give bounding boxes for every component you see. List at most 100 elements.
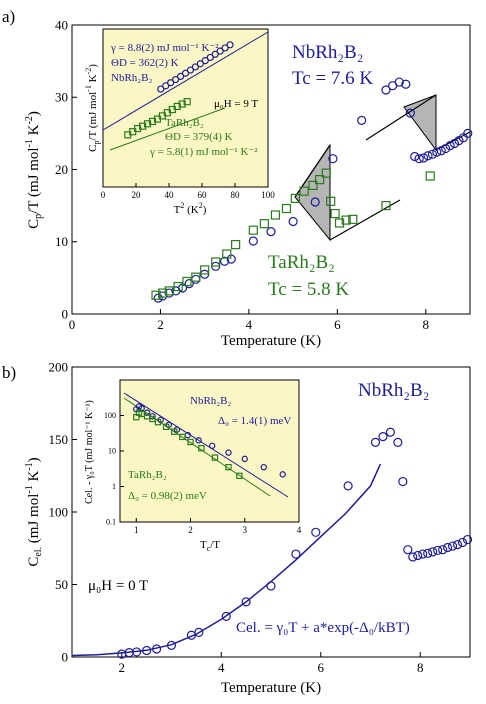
inset-a-nb-point [162, 82, 170, 90]
panel-a-inset-x-ticks: 0 20 40 60 80 100 [101, 183, 275, 200]
panel-a: a) 0 2 4 6 8 0 10 20 30 40 Temperature (K) Cp/T … [2, 7, 473, 349]
inset-a-field: μ₀H = 9 T [214, 98, 258, 110]
inset-a-ta-point [183, 98, 191, 106]
panel-a-inset-x-tick-label: 60 [198, 190, 208, 200]
panel-b-inset-x-tick-label: 2 [188, 525, 193, 535]
nb-data-point [357, 115, 367, 125]
inset-a-ta-point [148, 117, 157, 126]
inset-b-ta-point [162, 423, 170, 431]
panel-b-field-label: μ₀H = 0 T [88, 578, 148, 594]
panel-b-x-tick-label: 8 [417, 660, 424, 675]
inset-a-nb-point [201, 56, 209, 65]
panel-b-x-tick-label: 2 [119, 660, 126, 675]
panel-a-x-axis-label: Temperature (K) [221, 333, 321, 349]
ta-data-point [222, 249, 232, 259]
inset-b-nb-point [260, 463, 267, 471]
panel-b-inset-x-tick-label: 3 [243, 525, 248, 535]
inset-a-ta-fit-line [109, 107, 226, 151]
inset-b-nb-point [225, 449, 232, 456]
panel-b-inset-y-axis-label: Cel. - γ₀T (mJ mol⁻¹ K⁻¹) [84, 400, 95, 504]
nb-cel-data-point [142, 645, 152, 656]
ta-data-point [348, 214, 358, 224]
panel-b-label: b) [2, 363, 16, 382]
panel-b-inset-y-ticks: 100 10 1 0.1 [104, 411, 124, 527]
panel-a-y-tick-label: 30 [55, 90, 68, 105]
panel-a-inset-x-tick-label: 0 [101, 190, 106, 200]
panel-b-inset-y-tick-label: 100 [104, 411, 116, 420]
nb-data-point [248, 236, 258, 246]
nb-data-point [328, 154, 338, 164]
nb-cel-data-point [447, 541, 458, 551]
inset-b-ta-name: TaRh₂B₂ [128, 469, 167, 481]
nb-data-point [436, 146, 446, 156]
inset-b-ta-point [187, 438, 194, 446]
inset-b-ta-point [211, 454, 219, 461]
nb-cel-data-point [457, 537, 468, 548]
ta-data-point [200, 265, 210, 275]
panel-b-y-axis-label: Cel. (mJ mol-1 K-1) [24, 457, 44, 566]
inset-b-ta-point [171, 428, 178, 435]
panel-b-x-axis-label: Temperature (K) [221, 680, 321, 696]
inset-b-ta-point [149, 415, 156, 423]
nb-entropy-triangle [403, 94, 437, 152]
nb-data-point [394, 77, 404, 87]
ta-data-point [158, 288, 168, 298]
inset-a-nb-name: NbRh₂B₂ [111, 72, 152, 84]
nb-cel-data-point [221, 611, 231, 622]
inset-a-nb-fit-line [102, 31, 269, 131]
inset-b-ta-point [225, 463, 232, 471]
nb-data-point [432, 147, 442, 157]
nb-data-point [401, 79, 411, 89]
ta-normal-state-line [329, 199, 401, 241]
nb-cel-data-point [443, 542, 453, 553]
ta-data-point [182, 276, 192, 287]
ta-data-point [211, 257, 221, 267]
ta-data-point [321, 168, 331, 178]
panel-b-data-series [117, 427, 473, 659]
inset-a-nb-point [172, 75, 180, 84]
inset-a-nb-point [206, 53, 214, 62]
panel-b-inset-x-tick-label: 4 [297, 525, 302, 535]
nb-data-point [184, 279, 194, 289]
panel-a-ta-tc-label: Tc = 5.8 K [268, 279, 349, 300]
panel-b-y-tick-label: 100 [49, 504, 69, 519]
inset-b-nb-point [195, 437, 202, 444]
nb-data-point [445, 141, 455, 151]
ta-data-point [191, 272, 201, 282]
inset-b-nb-point [241, 455, 248, 463]
panel-b-x-tick-label: 6 [318, 660, 325, 675]
inset-a-ta-point [173, 102, 181, 111]
panel-a-y-ticks: 0 10 20 30 40 [55, 17, 77, 321]
nb-cel-data-point [311, 527, 321, 537]
panel-a-inset-x-tick-label: 20 [132, 190, 142, 200]
panel-b-inset-y-tick-label: 10 [108, 447, 116, 456]
panel-a-y-axis-label: Cp/T (mJ mol-1 K-2) [24, 111, 44, 229]
ta-data-point [290, 193, 300, 203]
inset-a-nb-point [221, 44, 229, 52]
panel-a-inset-frame [102, 28, 269, 188]
inset-b-nb-fit-line [123, 392, 289, 498]
inset-b-ta-fit-line [123, 397, 271, 497]
inset-a-nb-point [181, 69, 190, 77]
panel-a-x-tick-label: 8 [423, 317, 430, 332]
inset-a-nb-point [216, 47, 224, 55]
ta-data-point [231, 240, 241, 250]
inset-a-nb-point [226, 41, 234, 49]
nb-data-point [310, 197, 320, 207]
panel-b-x-ticks: 2 4 6 8 [119, 652, 424, 675]
panel-b-inset-data-series [133, 403, 286, 480]
nb-cel-data-point [413, 550, 423, 561]
nb-data-point [423, 151, 433, 161]
nb-data-point [219, 256, 230, 266]
nb-cel-data-point [408, 552, 418, 562]
inset-a-nb-gamma: γ = 8.8(2) mJ mol⁻¹ K⁻² [110, 42, 219, 54]
panel-a-nb-tc-label: Tc = 7.6 K [292, 68, 373, 89]
inset-a-ta-point [139, 122, 147, 130]
panel-b-inset-x-ticks: 1 2 3 4 [134, 518, 302, 535]
panel-b-inset-y-tick-label: 0.1 [106, 518, 116, 527]
nb-data-point [427, 149, 438, 159]
nb-cel-data-point [291, 549, 301, 559]
nb-cel-data-point [433, 545, 443, 556]
inset-a-ta-name: TaRh₂B₂ [165, 117, 204, 129]
nb-cel-data-point [166, 640, 177, 651]
